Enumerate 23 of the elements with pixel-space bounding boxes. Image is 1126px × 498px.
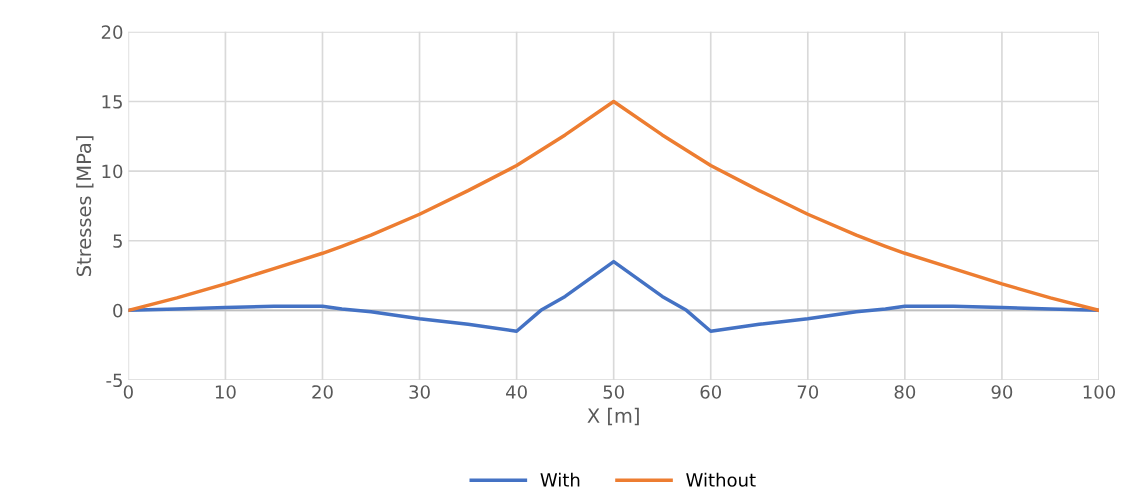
line-series	[128, 99, 1099, 313]
legend-label: Without	[686, 472, 756, 487]
y-tick-label: -5	[106, 373, 122, 388]
x-tick-label: 0	[123, 385, 133, 399]
x-tick-label: 80	[894, 385, 916, 399]
x-tick-label: 100	[1083, 385, 1116, 399]
x-tick-label: 70	[797, 385, 819, 399]
y-axis-title: Stresses [MPa]	[76, 136, 94, 277]
x-tick-label: 40	[506, 385, 527, 399]
line-series	[128, 259, 1099, 333]
x-tick-label: 90	[991, 385, 1013, 399]
y-tick-label: 5	[113, 234, 122, 248]
x-tick-label: 10	[215, 385, 236, 399]
legend-label: With	[540, 472, 580, 487]
x-axis-title: X [m]	[587, 407, 639, 426]
y-tick-label: 10	[102, 164, 123, 179]
x-tick-label: 50	[603, 385, 624, 399]
x-tick-label: 60	[700, 385, 722, 399]
x-tick-label: 30	[409, 385, 430, 399]
y-tick-label: 15	[102, 95, 122, 109]
x-tick-label: 20	[312, 385, 333, 399]
y-tick-label: 20	[101, 25, 123, 39]
y-tick-label: 0	[113, 303, 123, 318]
